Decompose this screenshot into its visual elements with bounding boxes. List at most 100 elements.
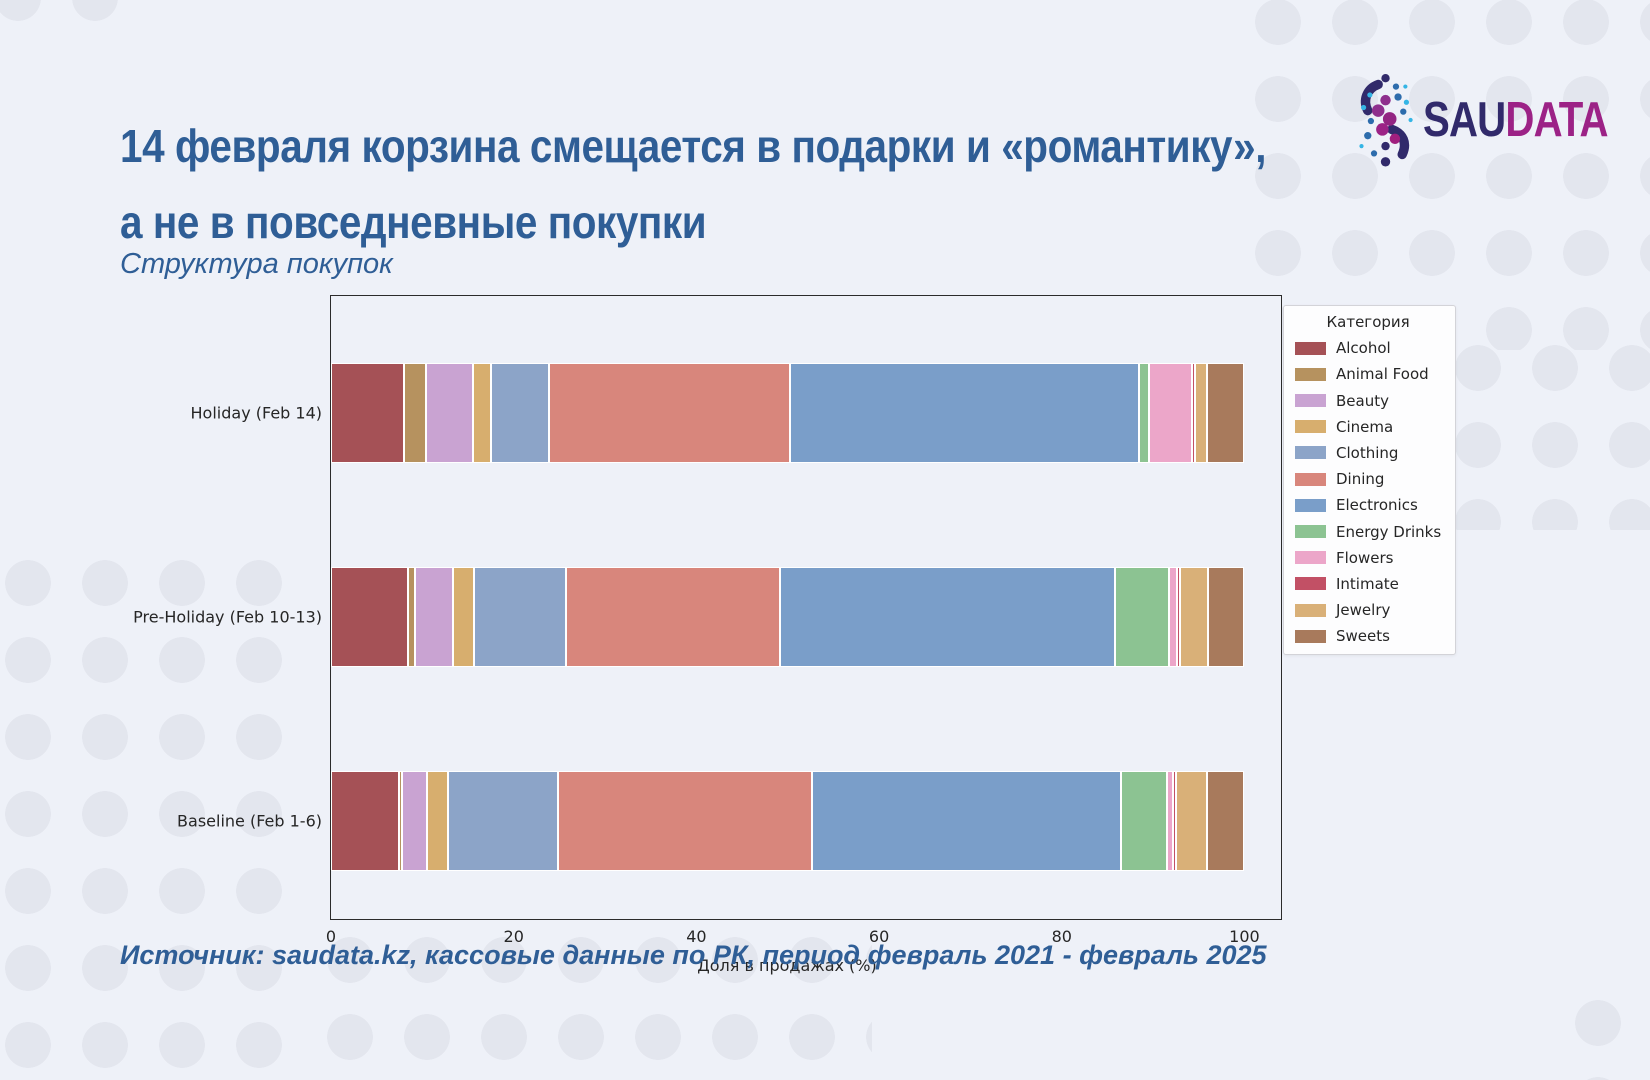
logo-text-sau: SAU [1423,93,1506,147]
legend-label-clothing: Clothing [1336,443,1399,462]
y-axis-label-pre-holiday-feb-10-13-: Pre-Holiday (Feb 10-13) [133,607,322,627]
bar-segment-cinema [473,363,491,463]
legend-swatch-alcohol [1295,341,1326,355]
legend-swatch-animal-food [1295,367,1326,381]
bar-segment-clothing [490,363,550,463]
legend-label-energy-drinks: Energy Drinks [1336,522,1442,541]
bar-segment-clothing [447,771,559,871]
legend-item-beauty: Beauty [1295,392,1441,410]
bar-segment-alcohol [331,363,405,463]
bar-segment-electronics [780,567,1115,667]
legend-item-energy-drinks: Energy Drinks [1295,523,1441,541]
legend-label-cinema: Cinema [1336,417,1394,436]
bar-segment-electronics [789,363,1140,463]
page-title: 14 февраля корзина смещается в подарки и… [120,108,1266,260]
bar-segment-beauty [402,771,427,871]
bar-segment-energy-drinks [1114,567,1170,667]
legend-item-electronics: Electronics [1295,496,1441,514]
legend-swatch-sweets [1295,629,1326,643]
legend-label-beauty: Beauty [1336,391,1389,410]
legend-item-clothing: Clothing [1295,444,1441,462]
legend-swatch-jewelry [1295,603,1326,617]
bar-segment-dining [565,567,781,667]
bar-segment-intimate [1192,363,1196,463]
bar-segment-cinema [453,567,475,667]
x-tick-40: 40 [686,927,707,946]
page-title-line1: 14 февраля корзина смещается в подарки и… [120,120,1267,172]
x-tick-20: 20 [503,927,524,946]
bar-segment-sweets [1207,567,1245,667]
chart-plot-area: Доля в продажах (%) Holiday (Feb 14) Pre-… [133,295,1282,975]
chart-legend: Категория Alcohol Animal Food Beauty Cinema… [1283,305,1457,656]
background-dots-bottom-strip [312,922,872,1080]
legend-swatch-electronics [1295,498,1326,512]
x-tick-80: 80 [1051,927,1072,946]
x-tick-0: 0 [325,927,337,946]
legend-label-jewelry: Jewelry [1336,601,1391,620]
legend-label-intimate: Intimate [1336,574,1399,593]
bar-segment-intimate [1176,567,1180,667]
y-axis-label-baseline-feb-1-6-: Baseline (Feb 1-6) [177,811,322,831]
bar-segment-jewelry [1175,771,1207,871]
bar-segment-intimate [1173,771,1176,871]
bar-segment-flowers [1166,771,1174,871]
legend-swatch-beauty [1295,394,1326,408]
legend-swatch-cinema [1295,420,1326,434]
saudata-logo: SAUDATA [1355,70,1648,170]
legend-label-electronics: Electronics [1336,496,1418,515]
legend-item-animal-food: Animal Food [1295,365,1441,383]
bar-segment-flowers [1169,567,1177,667]
bar-segment-alcohol [331,771,399,871]
x-tick-100: 100 [1229,927,1260,946]
source-note: Источник: saudata.kz, кассовые данные по… [120,940,1267,970]
background-dots-bottom-right [1560,985,1650,1080]
x-tick-60: 60 [868,927,890,946]
bar-segment-jewelry [1195,363,1207,463]
bar-segment-flowers [1149,363,1193,463]
y-axis-label-holiday-feb-14-: Holiday (Feb 14) [190,403,322,423]
bar-segment-sweets [1206,771,1245,871]
legend-label-alcohol: Alcohol [1336,339,1391,358]
bar-segment-dining [558,771,813,871]
legend-swatch-intimate [1295,577,1326,591]
saudata-logo-mark-icon [1359,74,1413,167]
background-dots-top-left [0,0,140,50]
legend-label-dining: Dining [1336,470,1385,489]
legend-swatch-dining [1295,472,1326,486]
bar-segment-alcohol [331,567,408,667]
legend-item-flowers: Flowers [1295,549,1441,567]
background-dots-left-block [0,545,312,1080]
bar-segment-dining [549,363,790,463]
bar-segment-cinema [426,771,448,871]
bar-row-pre-holiday-feb-10-13- [331,567,1245,667]
page-title-line2: а не в повседневные покупки [120,196,707,248]
legend-swatch-flowers [1295,551,1326,565]
legend-item-alcohol: Alcohol [1295,339,1441,357]
bar-segment-clothing [474,567,566,667]
legend-item-intimate: Intimate [1295,575,1441,593]
background-dots-right-strip [1440,330,1650,530]
legend-item-cinema: Cinema [1295,418,1441,436]
bar-segment-sweets [1206,363,1245,463]
legend-item-dining: Dining [1295,470,1441,488]
bar-row-holiday-feb-14- [331,363,1245,463]
legend-item-jewelry: Jewelry [1295,601,1441,619]
legend-label-animal-food: Animal Food [1336,365,1429,384]
chart-subtitle: Структура покупок [120,248,393,280]
background-dots-top-right [1240,0,1650,350]
bar-row-baseline-feb-1-6- [331,771,1245,871]
legend-label-sweets: Sweets [1336,627,1390,646]
x-axis-label: Доля в продажах (%) [697,956,877,975]
bar-segment-electronics [812,771,1122,871]
bar-segment-jewelry [1179,567,1208,667]
saudata-logo-text: SAUDATA [1423,92,1609,148]
legend-swatch-energy-drinks [1295,525,1326,538]
bar-segment-animal-food [404,363,426,463]
legend-label-flowers: Flowers [1336,548,1394,567]
logo-text-data: DATA [1505,93,1608,147]
legend-title: Категория [1326,313,1410,331]
bar-segment-energy-drinks [1139,363,1150,463]
bar-segment-animal-food [398,771,403,871]
bar-segment-beauty [415,567,454,667]
